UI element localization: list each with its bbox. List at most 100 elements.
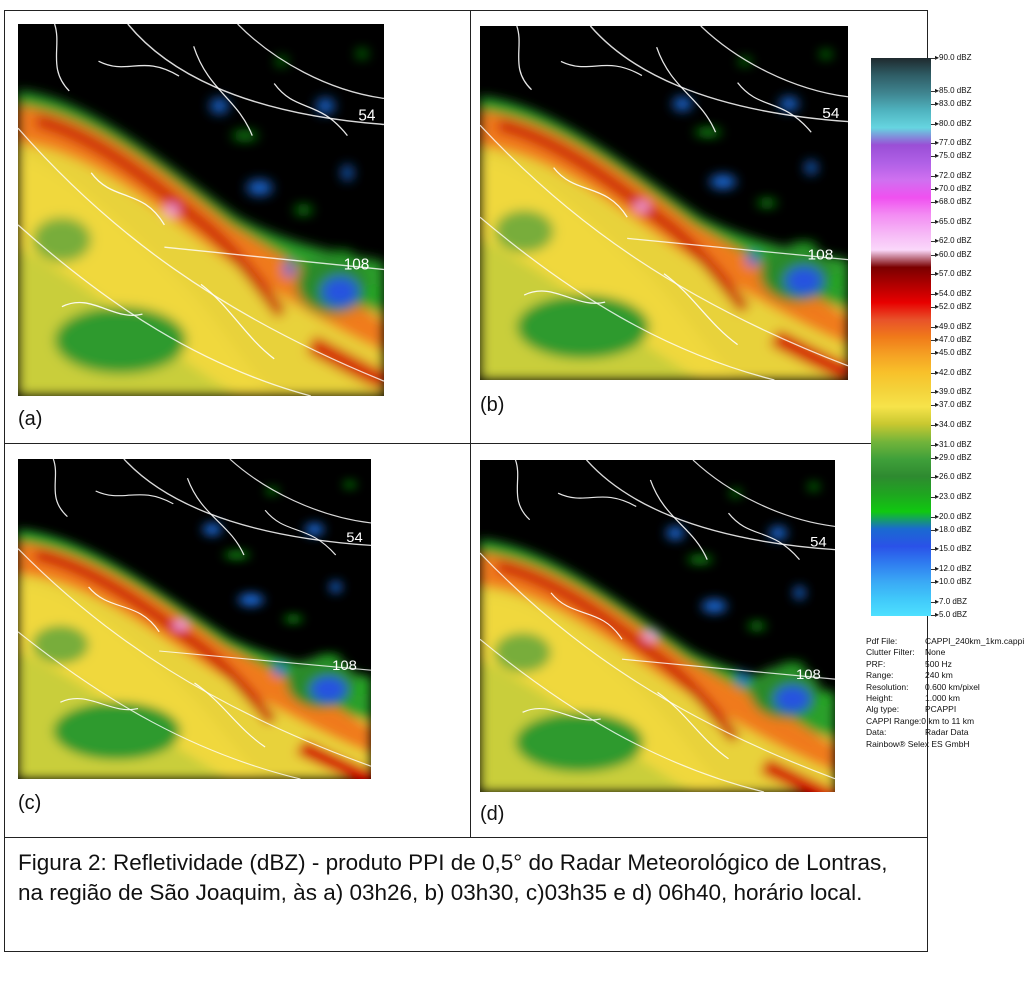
colorbar-tick-label: ▸68.0 dBZ	[935, 197, 972, 207]
panel-divider-horizontal	[5, 443, 927, 444]
colorbar-tick-label: ▸45.0 dBZ	[935, 347, 972, 357]
colorbar-tick-label: ▸80.0 dBZ	[935, 118, 972, 128]
colorbar-tick-label: ▸37.0 dBZ	[935, 400, 972, 410]
colorbar-tick-label: ▸23.0 dBZ	[935, 492, 972, 502]
meta-row: PRF: 500 Hz	[866, 658, 952, 669]
colorbar-tick	[931, 293, 937, 295]
range-ring-label: 108	[808, 247, 834, 264]
colorbar-tick	[931, 274, 937, 276]
panel-label-c: (c)	[18, 792, 42, 814]
colorbar-tick	[931, 601, 937, 603]
colorbar-tick	[931, 307, 937, 308]
colorbar-tick-label: ▸65.0 dBZ	[935, 216, 972, 226]
colorbar-tick	[931, 497, 937, 499]
colorbar-tick	[931, 615, 937, 616]
colorbar-tick-label: ▸10.0 dBZ	[935, 577, 972, 587]
reflectivity-colorbar	[871, 58, 931, 616]
colorbar-tick-label: ▸15.0 dBZ	[935, 544, 972, 554]
colorbar-tick	[931, 582, 937, 584]
colorbar-tick	[931, 339, 937, 341]
radar-map-b: 54 108	[480, 26, 848, 380]
meta-row: Clutter Filter: None	[866, 647, 946, 658]
colorbar-tick-label: ▸39.0 dBZ	[935, 387, 972, 397]
colorbar-tick-label: ▸5.0 dBZ	[935, 610, 968, 619]
colorbar-tick-label: ▸90.0 dBZ	[935, 53, 972, 62]
colorbar-tick	[931, 457, 937, 459]
colorbar-tick-label: ▸75.0 dBZ	[935, 151, 972, 161]
meta-row: Height: 1.000 km	[866, 693, 960, 704]
colorbar-tick	[931, 175, 937, 177]
colorbar-tick	[931, 103, 937, 105]
colorbar-tick-label: ▸12.0 dBZ	[935, 564, 972, 574]
colorbar-tick	[931, 241, 937, 243]
colorbar-tick-label: ▸85.0 dBZ	[935, 85, 972, 95]
colorbar-tick	[931, 569, 937, 571]
colorbar-tick	[931, 529, 937, 531]
colorbar-tick-label: ▸83.0 dBZ	[935, 98, 972, 108]
colorbar-tick-label: ▸52.0 dBZ	[935, 302, 972, 311]
colorbar-tick-label: ▸31.0 dBZ	[935, 439, 972, 449]
colorbar-tick-label: ▸42.0 dBZ	[935, 367, 972, 377]
colorbar-tick-label: ▸54.0 dBZ	[935, 288, 972, 298]
meta-row: Rainbow® Selex ES GmbH	[866, 738, 970, 749]
colorbar-tick-label: ▸57.0 dBZ	[935, 269, 972, 279]
figure-caption: Figura 2: Refletividade (dBZ) - produto …	[18, 850, 888, 905]
meta-row: Alg type: PCAPPI	[866, 704, 957, 715]
colorbar-tick-label: ▸49.0 dBZ	[935, 321, 972, 331]
colorbar-tick	[931, 90, 937, 92]
colorbar-tick	[931, 156, 937, 158]
colorbar-tick-label: ▸26.0 dBZ	[935, 472, 972, 482]
range-ring-label: 108	[332, 658, 357, 673]
colorbar-tick	[931, 143, 937, 145]
meta-row: Range: 240 km	[866, 670, 953, 681]
colorbar-tick	[931, 202, 937, 204]
radar-map-c: 54 108	[18, 459, 371, 779]
range-ring-label: 54	[346, 530, 363, 545]
caption-divider	[5, 837, 927, 838]
range-ring-label: 54	[810, 535, 827, 550]
colorbar-tick-label: ▸20.0 dBZ	[935, 511, 972, 521]
range-ring-label: 108	[796, 668, 821, 683]
panel-divider-vertical	[470, 11, 471, 838]
colorbar-tick	[931, 477, 937, 479]
meta-row: Resolution: 0.600 km/pixel	[866, 681, 980, 692]
colorbar-tick	[931, 221, 937, 223]
colorbar-tick-label: ▸29.0 dBZ	[935, 452, 972, 462]
panel-label-b: (b)	[480, 394, 505, 416]
panel-label-d: (d)	[480, 803, 505, 825]
colorbar-tick	[931, 516, 937, 518]
colorbar-tick-label: ▸47.0 dBZ	[935, 334, 972, 344]
colorbar-tick-label: ▸70.0 dBZ	[935, 184, 972, 194]
range-ring-label: 108	[344, 256, 370, 273]
colorbar-tick	[931, 424, 937, 426]
meta-row: Data: Radar Data	[866, 727, 969, 738]
colorbar-tick	[931, 123, 937, 125]
range-ring-label: 54	[822, 105, 839, 122]
range-ring-label: 54	[358, 108, 375, 125]
colorbar-tick	[931, 58, 937, 59]
colorbar-tick	[931, 549, 937, 551]
colorbar-tick	[931, 189, 937, 191]
radar-reflectivity-svg: 54 108	[480, 26, 848, 380]
colorbar-tick-label: ▸77.0 dBZ	[935, 138, 972, 148]
colorbar-tick-label: ▸18.0 dBZ	[935, 524, 972, 534]
colorbar-tick-label: ▸7.0 dBZ	[935, 596, 968, 606]
colorbar-tick	[931, 405, 937, 407]
colorbar-tick	[931, 392, 937, 394]
colorbar-tick-label: ▸72.0 dBZ	[935, 170, 972, 180]
radar-reflectivity-svg: 54 108	[18, 24, 384, 396]
colorbar-tick	[931, 254, 937, 256]
radar-metadata: Pdf File: CAPPI_240km_1km.cappi Clutter F…	[866, 636, 1024, 750]
radar-reflectivity-svg: 54 108	[18, 459, 371, 779]
colorbar-tick-label: ▸62.0 dBZ	[935, 236, 972, 246]
colorbar-tick	[931, 326, 937, 328]
panel-label-a: (a)	[18, 408, 43, 430]
colorbar-tick-label: ▸34.0 dBZ	[935, 419, 972, 429]
radar-map-d: 54 108	[480, 460, 835, 792]
radar-map-a: 54 108	[18, 24, 384, 396]
meta-row: CAPPI Range: 0 km to 11 km	[866, 715, 975, 726]
radar-reflectivity-svg: 54 108	[480, 460, 835, 792]
colorbar-tick	[931, 372, 937, 374]
meta-row: Pdf File: CAPPI_240km_1km.cappi	[866, 636, 1024, 646]
colorbar-tick	[931, 444, 937, 446]
